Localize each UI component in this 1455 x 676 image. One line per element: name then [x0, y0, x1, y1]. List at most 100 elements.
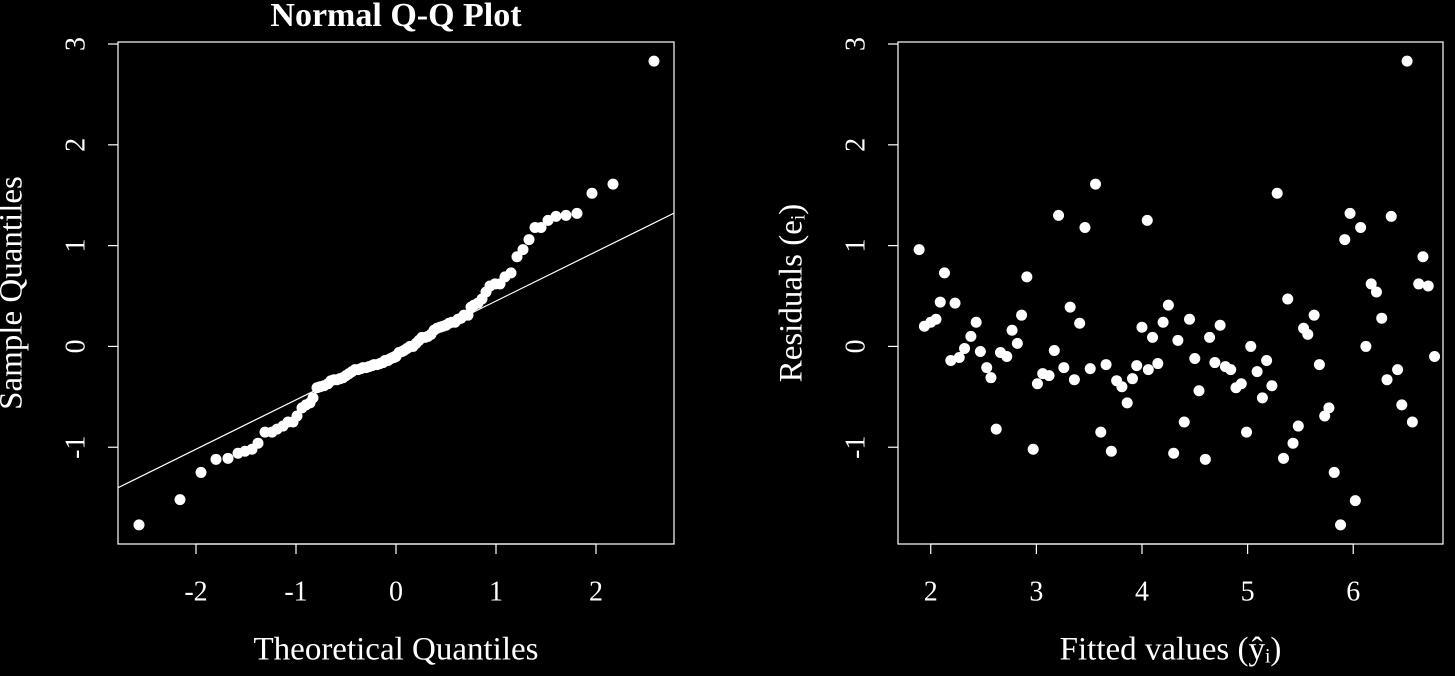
y-tick-label: -1 [840, 436, 871, 459]
x-tick-label: 2 [589, 576, 603, 607]
point [1204, 331, 1216, 343]
y-tick-label: -1 [60, 436, 91, 459]
point [517, 244, 529, 256]
point [1392, 364, 1404, 376]
point [586, 187, 598, 199]
point [1147, 331, 1159, 343]
point [1058, 362, 1070, 374]
y-tick-label: 2 [840, 138, 871, 152]
point [938, 267, 950, 279]
point [913, 244, 925, 256]
point [1328, 466, 1340, 478]
point [1385, 210, 1397, 222]
point [174, 494, 186, 506]
point [1090, 178, 1102, 190]
point [1429, 351, 1441, 363]
x-tick-label: -2 [184, 576, 207, 607]
y-tick-label: 3 [840, 37, 871, 51]
point [1302, 328, 1314, 340]
point [1053, 209, 1065, 221]
point [1068, 374, 1080, 386]
point [1251, 366, 1263, 378]
point [953, 352, 965, 364]
point [1209, 357, 1221, 369]
point [1006, 324, 1018, 336]
x-axis-label: Fitted values (ŷᵢ) [1060, 632, 1282, 668]
x-tick-label: 1 [489, 576, 503, 607]
point [934, 296, 946, 308]
point [1189, 353, 1201, 365]
x-tick-label: 4 [1135, 576, 1149, 607]
point [1292, 420, 1304, 432]
point [1417, 251, 1429, 263]
point [1225, 364, 1237, 376]
point [1413, 278, 1425, 290]
point [1021, 271, 1033, 283]
y-tick-label: 1 [840, 239, 871, 253]
point [974, 345, 986, 357]
point [990, 423, 1002, 435]
point [505, 267, 517, 279]
point [1100, 359, 1112, 371]
point [1319, 410, 1331, 422]
point [965, 330, 977, 342]
point [1261, 355, 1273, 367]
point [1162, 299, 1174, 311]
point [1184, 313, 1196, 325]
point [1287, 437, 1299, 449]
point [1245, 340, 1257, 352]
point [222, 452, 234, 464]
point [1339, 234, 1351, 246]
x-tick-label: 5 [1241, 576, 1255, 607]
point [1360, 340, 1372, 352]
point [1193, 385, 1205, 397]
point [1131, 360, 1143, 372]
point [1381, 374, 1393, 386]
point [571, 207, 583, 219]
point [1370, 286, 1382, 298]
point [1241, 426, 1253, 438]
x-tick-label: 2 [924, 576, 938, 607]
point [1168, 447, 1180, 459]
x-axis-label: Theoretical Quantiles [254, 632, 539, 668]
point [1152, 358, 1164, 370]
point [1355, 221, 1367, 233]
point [1064, 301, 1076, 313]
point [1136, 321, 1148, 333]
point [1406, 416, 1418, 428]
point [195, 466, 207, 478]
point [1344, 207, 1356, 219]
point [1271, 187, 1283, 199]
point [133, 519, 145, 531]
point [1349, 495, 1361, 507]
y-axis-label: Sample Quantiles [0, 176, 30, 410]
point [930, 313, 942, 325]
point [1031, 378, 1043, 390]
point [1313, 359, 1325, 371]
point [1256, 392, 1268, 404]
y-tick-label: 2 [60, 138, 91, 152]
point [1282, 293, 1294, 305]
point [1214, 319, 1226, 331]
y-tick-label: 3 [60, 37, 91, 51]
point [560, 209, 572, 221]
x-tick-label: -1 [284, 576, 307, 607]
y-tick-label: 0 [840, 339, 871, 353]
point [981, 362, 993, 374]
point [1172, 334, 1184, 346]
point [1126, 373, 1138, 385]
point [945, 355, 957, 367]
point [1178, 416, 1190, 428]
point [1141, 214, 1153, 226]
point [1001, 351, 1013, 363]
point [1199, 453, 1211, 465]
point [1365, 278, 1377, 290]
point [1016, 309, 1028, 321]
point [1027, 443, 1039, 455]
point [210, 453, 222, 465]
point [550, 210, 562, 222]
point [1396, 399, 1408, 411]
point [1105, 445, 1117, 457]
